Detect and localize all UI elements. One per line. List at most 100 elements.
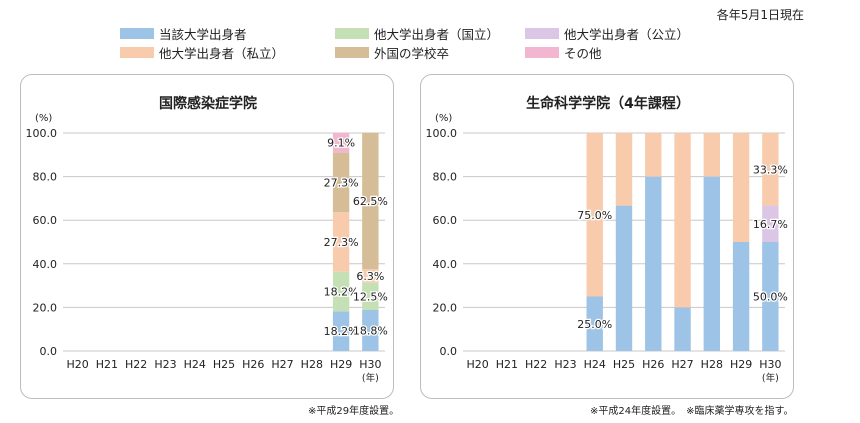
chart-infectious-disease: 国際感染症学院 (%) 0.0 20.0 40.0 60.0 80.0 100.0 H20 H21… [26,95,390,384]
bar-segment-foreign [332,152,350,213]
y-tick-label: 20.0 [433,301,458,314]
x-tick-label: H26 [642,358,664,371]
y-axis-unit: (%) [435,113,452,124]
bar-segment-own [615,205,633,351]
as-of-date: 各年5月1日現在 [716,8,804,22]
bar-segment-private [362,269,379,283]
chart-panel-infectious: 国際感染症学院 (%) 0.0 20.0 40.0 60.0 80.0 100.0 H20 H21… [20,74,394,399]
legend-label: 他大学出身者（国立） [374,27,500,42]
chart-life-science: 生命科学学院（4年課程） (%) 0.0 20.0 40.0 60.0 80.0 100.0 H… [426,95,790,384]
legend-label: 外国の学校卒 [374,46,450,61]
bar-segment-own [362,310,379,351]
bar-segment-private [703,133,721,177]
data-label: 6.3% [356,270,384,283]
data-label: 50.0% [753,291,788,304]
bar-segment-foreign [362,132,379,270]
bar-segment-national [362,282,379,311]
data-label: 27.3% [324,176,359,189]
data-label: 18.2% [324,285,359,298]
data-label: 27.3% [324,236,359,249]
data-label: 18.2% [324,325,359,338]
x-tick-label: H29 [730,358,752,371]
y-tick-label: 80.0 [433,171,458,184]
x-tick-label: H24 [184,358,206,371]
x-tick-label: H27 [671,358,693,371]
legend-label: 当該大学出身者 [159,27,247,42]
bar-segment-own [332,311,350,351]
bar-segment-own [645,176,662,351]
data-label: 25.0% [577,318,612,331]
x-tick-label: H22 [525,358,547,371]
bar-segment-private [615,133,633,206]
legend-swatch-other [525,47,559,58]
bar-segment-private [762,133,779,206]
data-label: 33.3% [753,163,788,176]
bar-segment-own [586,296,603,351]
y-tick-label: 0.0 [440,345,458,358]
x-tick-label: H23 [554,358,576,371]
x-tick-label: H24 [584,358,606,371]
x-tick-label: H23 [154,358,176,371]
bar-segment-public [762,205,779,242]
legend-swatch-public [525,28,559,39]
x-axis-unit: (年) [762,372,779,384]
bar-segment-own [762,242,779,351]
legend-swatch-own [120,28,154,39]
legend-swatch-foreign [335,47,369,58]
chart-title: 生命科学学院（4年課程） [526,95,690,112]
x-tick-label: H20 [66,358,88,371]
y-tick-label: 20.0 [33,301,58,314]
legend-label: 他大学出身者（公立） [564,27,690,42]
x-tick-label: H29 [330,358,352,371]
chart-note-life-science: ※平成24年度設置。 ※臨床薬学専攻を指す。 [590,406,794,417]
legend-item-foreign: 外国の学校卒 [335,43,449,62]
y-tick-label: 80.0 [33,171,58,184]
legend-swatch-national [335,28,369,39]
x-tick-label: H26 [242,358,264,371]
x-tick-label: H28 [301,358,323,371]
data-label: 75.0% [577,209,612,222]
bar-segment-other [332,132,350,153]
x-tick-label: H27 [271,358,293,371]
x-tick-label: H21 [96,358,118,371]
x-tick-label: H21 [496,358,518,371]
x-tick-label: H22 [125,358,147,371]
bar-segment-private [674,133,691,308]
data-label: 62.5% [353,195,388,208]
legend-swatch-private [120,47,154,58]
x-tick-label: H30 [759,358,781,371]
y-tick-label: 60.0 [33,214,58,227]
legend-item-public: 他大学出身者（公立） [525,24,689,43]
data-label: 12.5% [353,290,388,303]
legend-item-other: その他 [525,43,602,62]
legend-item-national: 他大学出身者（国立） [335,24,499,43]
x-tick-label: H25 [613,358,635,371]
x-axis-unit: (年) [362,372,379,384]
bar-segment-private [332,212,350,272]
y-axis-unit: (%) [35,113,52,124]
data-label: 16.7% [753,218,788,231]
chart-title: 国際感染症学院 [159,95,257,112]
bar-segment-national [332,271,350,312]
y-tick-label: 60.0 [433,214,458,227]
bar-segment-own [732,242,750,351]
bar-segment-own [703,176,721,351]
y-tick-label: 100.0 [26,127,58,140]
y-tick-label: 100.0 [426,127,458,140]
legend-item-private: 他大学出身者（私立） [120,43,284,62]
legend-label: その他 [564,46,602,61]
x-tick-label: H20 [466,358,488,371]
data-label: 9.1% [327,137,355,150]
legend-item-own: 当該大学出身者 [120,24,247,43]
y-tick-label: 0.0 [40,345,58,358]
chart-panel-life-science: 生命科学学院（4年課程） (%) 0.0 20.0 40.0 60.0 80.0 100.0 H… [420,74,794,399]
x-tick-label: H28 [701,358,723,371]
x-tick-label: H25 [213,358,235,371]
legend-label: 他大学出身者（私立） [159,46,285,61]
chart-note-infectious: ※平成29年度設置。 [308,406,400,417]
y-tick-label: 40.0 [33,258,58,271]
bar-segment-own [674,307,691,351]
x-tick-label: H30 [359,358,381,371]
data-label: 18.8% [353,325,388,338]
y-tick-label: 40.0 [433,258,458,271]
